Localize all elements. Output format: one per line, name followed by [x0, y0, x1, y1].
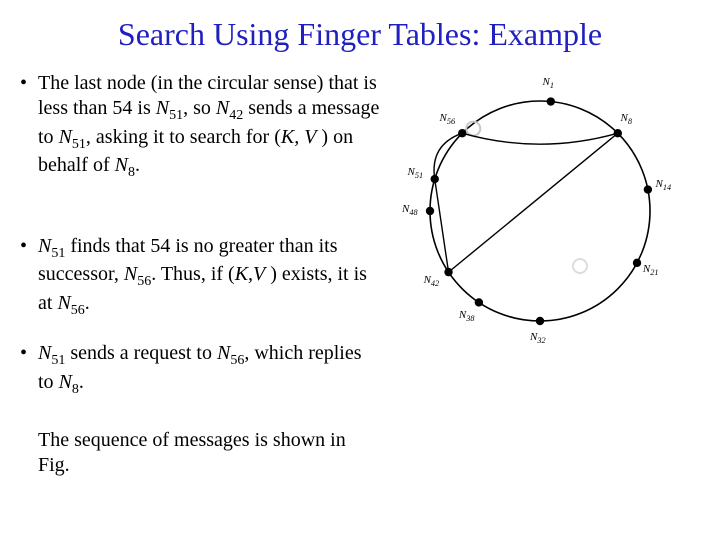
node-label: N1 — [543, 76, 554, 90]
node-label: N48 — [402, 203, 418, 217]
chord-diagram — [390, 71, 700, 361]
diagram-column: N1 N8 N14 N21 N32 N38 N42 N48 N51 N56 — [390, 71, 700, 478]
node-label: N38 — [459, 309, 475, 323]
content-row: • The last node (in the circular sense) … — [20, 71, 700, 478]
text-column: • The last node (in the circular sense) … — [20, 71, 390, 478]
bullet-marker: • — [20, 234, 38, 320]
node-label: N8 — [621, 112, 632, 126]
bullet-1: • The last node (in the circular sense) … — [20, 71, 380, 182]
node-label: N32 — [530, 331, 546, 345]
bullet-2: • N51 finds that 54 is no greater than i… — [20, 234, 380, 320]
node-label: N51 — [408, 166, 424, 180]
node-label: N42 — [424, 274, 440, 288]
bullet-1-text: The last node (in the circular sense) th… — [38, 71, 380, 182]
bullet-marker: • — [20, 341, 38, 398]
node-label: N56 — [439, 112, 455, 126]
slide: Search Using Finger Tables: Example • Th… — [0, 0, 720, 540]
bullet-2-text: N51 finds that 54 is no greater than its… — [38, 234, 380, 320]
page-title: Search Using Finger Tables: Example — [20, 16, 700, 53]
bullet-4-text: The sequence of messages is shown in Fig… — [38, 428, 380, 478]
bullet-3-text: N51 sends a request to N56, which replie… — [38, 341, 380, 398]
node-label: N21 — [643, 263, 659, 277]
bullet-3: • N51 sends a request to N56, which repl… — [20, 341, 380, 398]
bullet-marker: • — [20, 71, 38, 182]
node-label: N14 — [656, 178, 672, 192]
bullet-4: The sequence of messages is shown in Fig… — [38, 428, 380, 478]
